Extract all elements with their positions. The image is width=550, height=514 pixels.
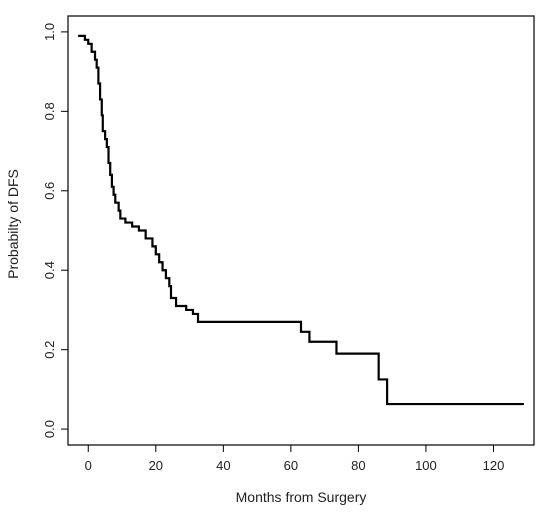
x-tick-label: 60 xyxy=(284,458,298,473)
x-tick-label: 40 xyxy=(216,458,230,473)
y-tick-label: 0.4 xyxy=(42,261,57,279)
y-tick-label: 0.2 xyxy=(42,341,57,359)
y-tick-label: 0.8 xyxy=(42,102,57,120)
y-tick-label: 1.0 xyxy=(42,23,57,41)
x-tick-label: 20 xyxy=(149,458,163,473)
survival-curve xyxy=(78,34,524,406)
x-tick-label: 0 xyxy=(85,458,92,473)
x-axis-label: Months from Surgery xyxy=(236,489,367,505)
y-tick-label: 0.0 xyxy=(42,420,57,438)
x-axis: 0 20 40 60 80 100 120 xyxy=(85,444,505,473)
x-tick-label: 100 xyxy=(415,458,437,473)
y-axis: 0.0 0.2 0.4 0.6 0.8 1.0 xyxy=(42,23,69,438)
x-tick-label: 80 xyxy=(351,458,365,473)
y-tick-label: 0.6 xyxy=(42,182,57,200)
x-tick-label: 120 xyxy=(483,458,505,473)
y-axis-label: Probabilty of DFS xyxy=(5,169,21,279)
